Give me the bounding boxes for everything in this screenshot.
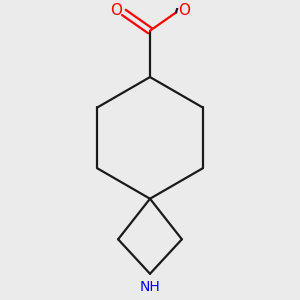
Text: O: O <box>110 4 122 19</box>
Text: O: O <box>178 4 190 19</box>
Text: NH: NH <box>140 280 160 294</box>
